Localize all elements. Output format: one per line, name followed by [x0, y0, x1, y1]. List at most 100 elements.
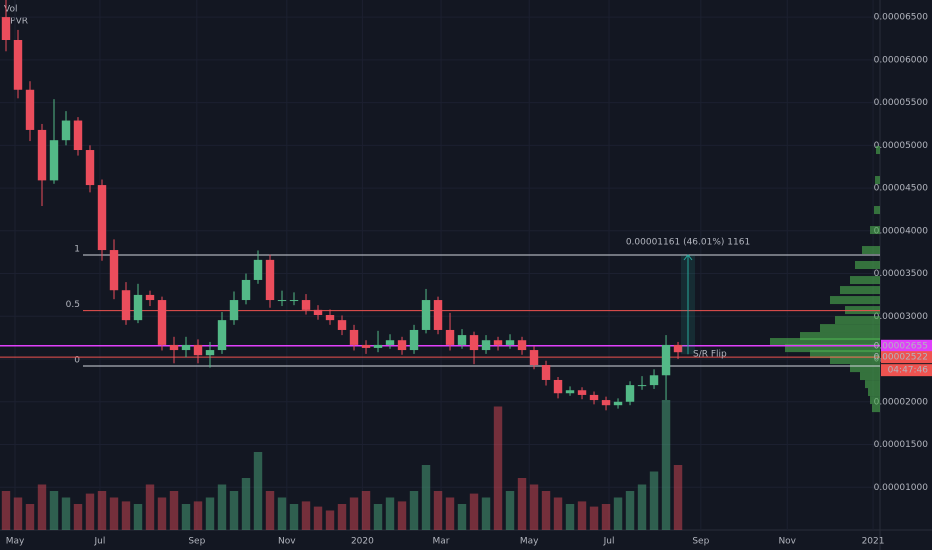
candle-body — [301, 300, 311, 310]
volume-bar — [565, 504, 575, 530]
volume-bar — [205, 497, 215, 530]
volume-bar — [109, 497, 119, 530]
vpvr-bar — [810, 350, 880, 359]
volume-bar — [553, 497, 563, 530]
volume-bar — [385, 497, 395, 530]
volume-bar — [217, 484, 227, 530]
vpvr-bar — [850, 364, 880, 373]
volume-bar — [529, 484, 539, 530]
candle-body — [97, 185, 107, 251]
candle-body — [25, 89, 35, 130]
candle-body — [433, 300, 443, 330]
candle-body — [109, 250, 119, 291]
x-tick-label: Mar — [433, 537, 450, 547]
price-label-box — [881, 339, 932, 352]
volume-bar — [673, 465, 683, 530]
x-tick-label: May — [6, 537, 25, 547]
volume-bar — [337, 504, 347, 530]
vpvr-bar — [876, 146, 880, 155]
candle-body — [181, 344, 191, 351]
volume-bar — [433, 491, 443, 530]
volume-bar — [301, 501, 311, 530]
measure-label: 0.00001161 (46.01%) 1161 — [626, 237, 750, 247]
y-tick-label: 0.00003000 — [874, 312, 929, 322]
x-tick-label: Jul — [94, 537, 106, 547]
candle-body — [589, 394, 599, 401]
volume-bar — [577, 501, 587, 530]
volume-bar — [541, 491, 551, 530]
volume-bar — [193, 501, 203, 530]
candle-body — [637, 385, 647, 387]
indicator-label: VPVR — [4, 17, 28, 27]
volume-bar — [493, 406, 503, 530]
candle-body — [229, 300, 239, 321]
candle-body — [373, 344, 383, 348]
volume-bar — [1, 491, 11, 530]
volume-bar — [97, 491, 107, 530]
vpvr-bar — [855, 261, 880, 269]
candle-body — [325, 315, 335, 321]
volume-bar — [601, 504, 611, 530]
vpvr-bar — [835, 316, 880, 325]
volume-bar — [349, 497, 359, 530]
countdown-box — [881, 364, 932, 377]
candle-body — [481, 340, 491, 351]
candle-body — [649, 375, 659, 386]
candle-body — [289, 300, 299, 302]
vpvr-bar — [785, 344, 880, 353]
x-tick-label: 2020 — [351, 537, 374, 547]
y-tick-label: 0.00002000 — [874, 397, 929, 407]
volume-bar — [265, 491, 275, 530]
candle-body — [265, 259, 275, 301]
candle-body — [445, 329, 455, 345]
candle-body — [457, 335, 467, 345]
vpvr-bar — [870, 396, 880, 405]
candle-body — [565, 390, 575, 394]
candle-body — [169, 344, 179, 351]
volume-bar — [589, 506, 599, 530]
candle-body — [205, 350, 215, 356]
volume-bar — [49, 491, 59, 530]
volume-bar — [421, 465, 431, 530]
volume-bar — [13, 497, 23, 530]
x-tick-label: Sep — [188, 537, 205, 547]
volume-bar — [121, 501, 131, 530]
candle-body — [193, 344, 203, 356]
candle-body — [541, 365, 551, 380]
candle-body — [601, 400, 611, 406]
vpvr-bar — [874, 206, 880, 215]
candle-body — [553, 379, 563, 394]
vpvr-bar — [872, 404, 880, 413]
candle-body — [613, 401, 623, 406]
candle-body — [277, 300, 287, 302]
volume-bar — [361, 491, 371, 530]
candle-body — [253, 259, 263, 280]
volume-bar — [181, 504, 191, 530]
vpvr-bar — [875, 176, 880, 185]
candle-body — [385, 340, 395, 345]
y-tick-label: 0.00001500 — [874, 440, 929, 450]
x-tick-label: Nov — [278, 537, 296, 547]
volume-bar — [145, 484, 155, 530]
volume-bar — [313, 506, 323, 530]
x-tick-label: 2021 — [862, 537, 885, 547]
volume-bar — [289, 504, 299, 530]
fib-label: 0 — [74, 356, 80, 366]
price-label-box — [881, 351, 932, 364]
volume-bar — [661, 400, 671, 530]
volume-bar — [469, 493, 479, 530]
vpvr-bar — [850, 276, 880, 285]
vpvr-bar — [830, 356, 880, 365]
volume-bar — [169, 491, 179, 530]
volume-bar — [649, 471, 659, 530]
volume-bar — [241, 478, 251, 530]
candle-body — [673, 344, 683, 353]
volume-bar — [61, 497, 71, 530]
volume-bar — [517, 478, 527, 530]
measure-arrowhead — [683, 254, 693, 261]
vpvr-bar — [862, 246, 880, 255]
y-tick-label: 0.00005500 — [874, 98, 929, 108]
candle-body — [13, 40, 23, 90]
candle-body — [661, 344, 671, 376]
